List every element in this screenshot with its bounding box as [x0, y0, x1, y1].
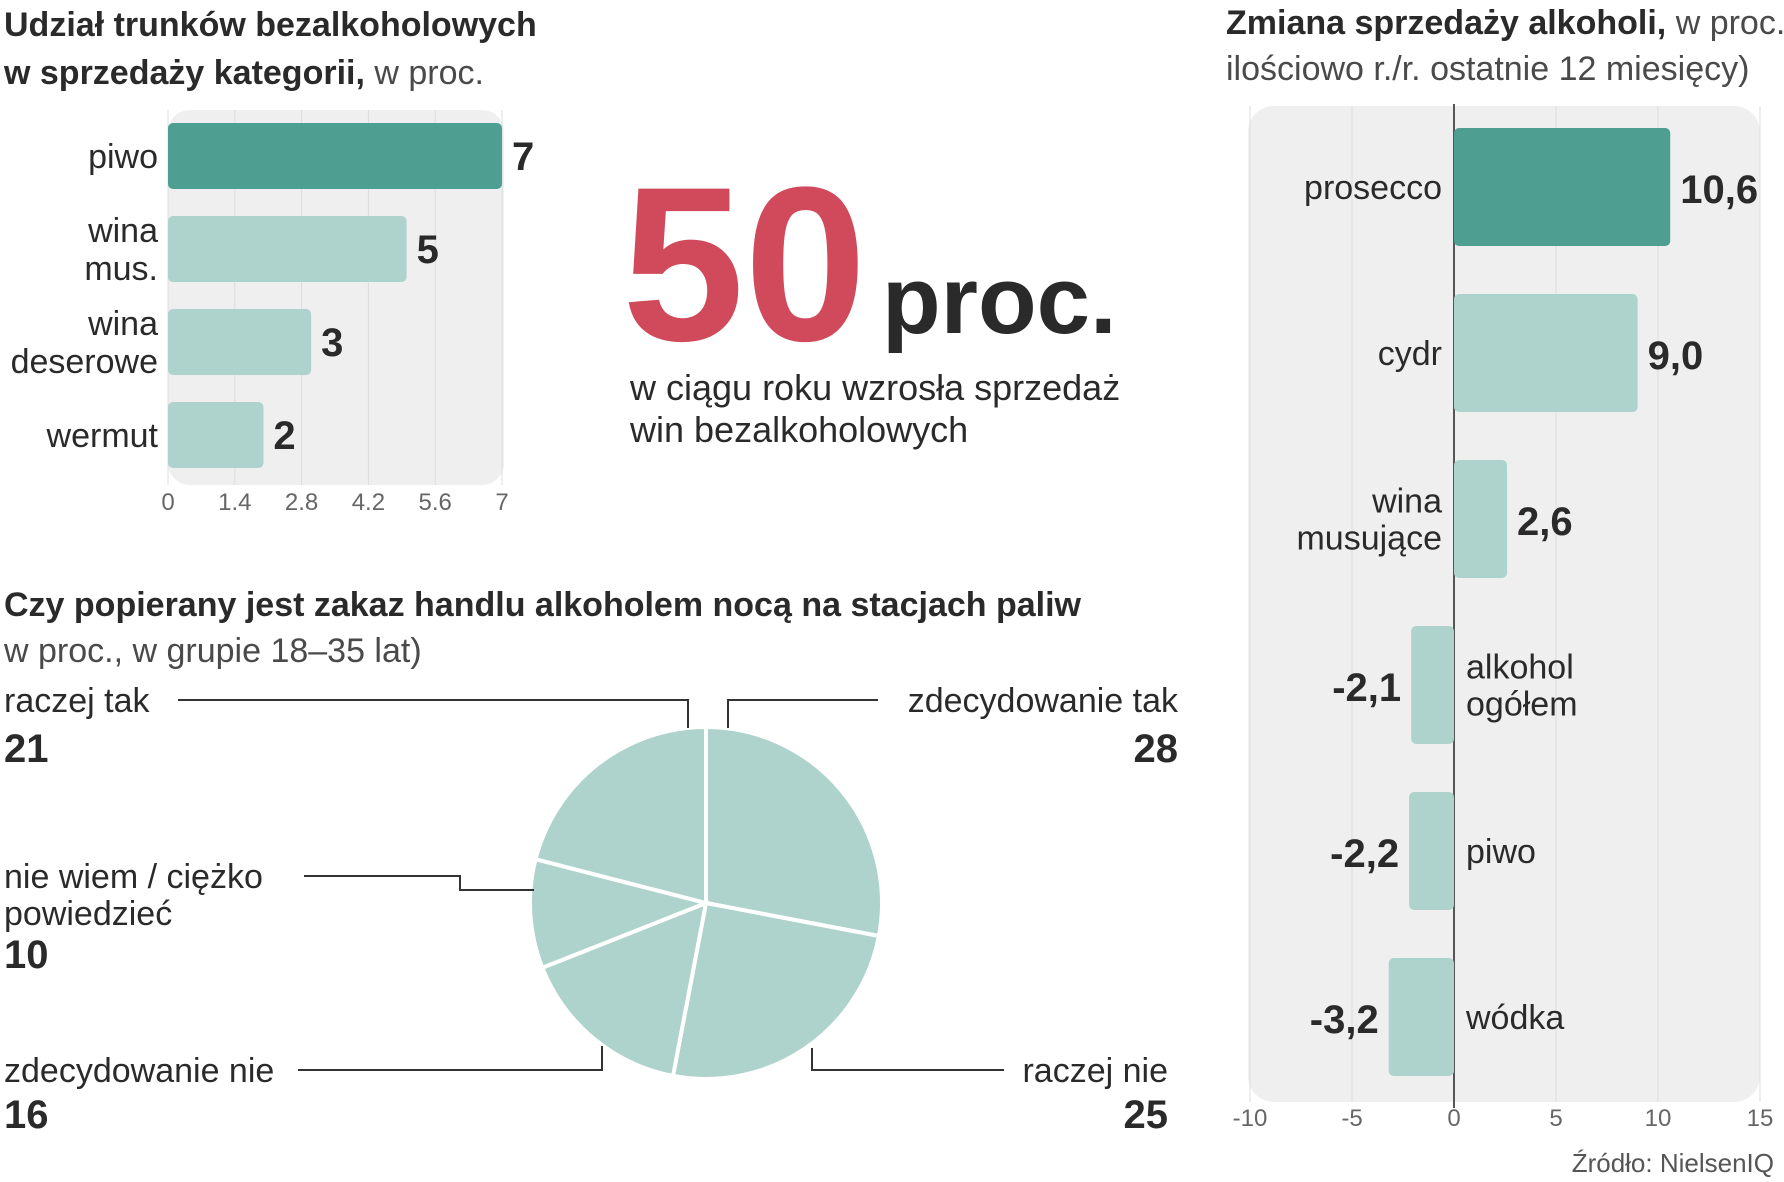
- pie-leader-line: [811, 1048, 1004, 1071]
- pie-slice: [670, 900, 882, 1081]
- bar2-category-label: alkohol: [1466, 649, 1574, 687]
- pie-slice-label: powiedzieć: [4, 895, 172, 933]
- bar1-category-label: deserowe: [11, 343, 158, 381]
- pie-title: Czy popierany jest zakaz handlu alkohole…: [4, 586, 1082, 624]
- bar2-value-label: 2,6: [1517, 500, 1573, 544]
- bar2-title: Zmiana sprzedaży alkoholi, w proc.: [1226, 4, 1784, 42]
- callout-text-line2: win bezalkoholowych: [629, 409, 968, 450]
- bar2-tick-label: -10: [1233, 1105, 1268, 1132]
- bar1-tick-label: 7: [495, 489, 508, 516]
- bar2-title-rest: w proc.: [1666, 4, 1784, 42]
- bar1-tick-label: 5.6: [419, 489, 452, 516]
- pie-slices: [528, 724, 884, 1081]
- pie-slice-value: 21: [4, 727, 49, 771]
- bar1-title-line2-rest: w proc.: [365, 54, 484, 92]
- bar1-value-label: 2: [273, 414, 295, 458]
- pie-slice-value: 16: [4, 1093, 49, 1137]
- pie-slice-label: zdecydowanie tak: [908, 682, 1179, 720]
- source-note: Źródło: NielsenIQ: [1572, 1148, 1774, 1178]
- bar1-plot-panel: [168, 110, 504, 485]
- bar1-bar: [168, 402, 264, 468]
- callout-text-line1: w ciągu roku wzrosła sprzedaż: [629, 367, 1120, 408]
- pie-slice-value: 28: [1134, 727, 1179, 771]
- bar1-tick-label: 4.2: [352, 489, 385, 516]
- bar1-category-label: wina: [87, 212, 158, 250]
- bar1-tick-label: 2.8: [285, 489, 318, 516]
- pie-slice: [528, 856, 713, 971]
- bar1-value-label: 5: [417, 228, 439, 272]
- bar1-value-label: 3: [321, 321, 343, 365]
- bar1-title-line2: w sprzedaży kategorii, w proc.: [3, 54, 484, 92]
- bar2-bar: [1454, 460, 1508, 578]
- bar1-title-line1: Udział trunków bezalkoholowych: [4, 6, 537, 44]
- pie-slice: [704, 724, 884, 939]
- bar2-category-label: wódka: [1465, 999, 1564, 1037]
- bar1-bar: [168, 216, 407, 282]
- pie-slice-value: 10: [4, 933, 49, 977]
- bar2-tick-label: 10: [1645, 1105, 1672, 1132]
- pie-slice-label: nie wiem / ciężko: [4, 858, 263, 896]
- bar1-category-label: wina: [87, 305, 158, 343]
- bar1-value-label: 7: [512, 135, 534, 179]
- pie-slice-label: raczej nie: [1022, 1052, 1168, 1090]
- bar2-tick-label: 15: [1747, 1105, 1774, 1132]
- bar2-gridlines: -10 -5 0 5 10 15: [1233, 104, 1774, 1132]
- bar2-bar: [1411, 626, 1454, 744]
- bar2-value-label: -2,1: [1332, 666, 1401, 710]
- bar2-bar: [1454, 128, 1671, 246]
- pie-leader-line: [304, 875, 534, 891]
- pie-slice-value: 25: [1124, 1093, 1169, 1137]
- pie-slice-label: zdecydowanie nie: [4, 1052, 274, 1090]
- bar2-tick-label: 5: [1549, 1105, 1562, 1132]
- bar2-value-label: -3,2: [1310, 998, 1379, 1042]
- pie-slice-label: raczej tak: [4, 682, 150, 720]
- callout-number: 50: [622, 141, 867, 387]
- pie-leader-line: [727, 699, 878, 728]
- bar1-bar: [168, 309, 312, 375]
- bar2-category-label: musujące: [1296, 520, 1442, 558]
- bar2-category-label: piwo: [1466, 833, 1536, 871]
- bar2-bar: [1454, 294, 1638, 412]
- bar1-tick-label: 0: [161, 489, 174, 516]
- bar2-title-bold: Zmiana sprzedaży alkoholi,: [1226, 4, 1666, 42]
- bar2-tick-label: -5: [1341, 1105, 1362, 1132]
- bar2-value-label: -2,2: [1330, 832, 1399, 876]
- bar2-value-label: 9,0: [1648, 334, 1704, 378]
- callout-unit: proc.: [882, 247, 1117, 354]
- bar1-category-label: mus.: [84, 250, 158, 288]
- bar2-value-label: 10,6: [1680, 168, 1758, 212]
- bar2-subtitle: ilościowo r./r. ostatnie 12 miesięcy): [1226, 50, 1749, 88]
- bar2-tick-label: 0: [1447, 1105, 1460, 1132]
- pie-subtitle: w proc., w grupie 18–35 lat): [3, 632, 422, 670]
- bar2-bar: [1409, 792, 1454, 910]
- pie-slice: [539, 899, 709, 1079]
- pie-leader-line: [298, 1046, 603, 1071]
- bar1-category-label: wermut: [46, 417, 159, 455]
- bar1-category-label: piwo: [88, 138, 158, 176]
- bar2-category-label: wina: [1371, 483, 1442, 521]
- bar2-plot-panel: [1248, 106, 1760, 1102]
- bar2-category-label: prosecco: [1304, 169, 1442, 207]
- bar2-bar: [1388, 958, 1454, 1076]
- bar2-category-label: ogółem: [1466, 686, 1578, 724]
- bar1-tick-label: 1.4: [218, 489, 251, 516]
- bar2-category-label: cydr: [1378, 335, 1442, 373]
- pie-leader-line: [178, 699, 689, 728]
- bar1-bar: [168, 123, 502, 189]
- pie-slice: [533, 724, 708, 906]
- bar1-title-line2-bold: w sprzedaży kategorii,: [3, 54, 365, 92]
